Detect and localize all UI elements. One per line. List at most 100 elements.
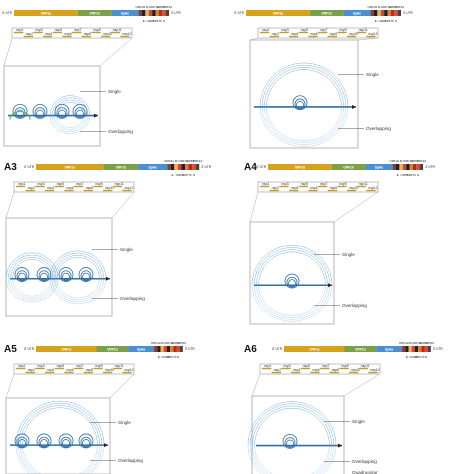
- loop-arc: [58, 433, 74, 449]
- segment-spike: [343, 10, 371, 16]
- overlapping-label: Overlapping: [366, 126, 391, 131]
- segment-label: Spike: [385, 347, 394, 351]
- arc-single: [256, 249, 328, 286]
- nsp-label: nsp7: [322, 364, 329, 368]
- arc-lower: [15, 445, 105, 474]
- segment-label: Spike: [137, 347, 146, 351]
- orf-m: [408, 346, 412, 352]
- loop-arc: [286, 276, 298, 288]
- nsp-label: nsp11: [115, 182, 124, 186]
- loop-arc: [38, 436, 50, 448]
- zoom-connector: [249, 191, 259, 223]
- arc-single: [49, 250, 107, 279]
- orf-orf7b: [170, 346, 174, 352]
- orf-label: ORF3a: [135, 5, 145, 9]
- arc-overlap-green: [9, 111, 31, 120]
- arc-single: [56, 257, 100, 279]
- segment-label: ORF1a: [61, 347, 72, 351]
- segment-label: Spike: [375, 165, 384, 169]
- orf-label: E: [143, 19, 145, 23]
- segment-label: ORF1a: [64, 165, 75, 169]
- loop-arc: [78, 267, 94, 282]
- nsp-label: nsp7: [320, 182, 327, 186]
- loop-arc: [56, 107, 68, 118]
- segment-orf1a: [268, 164, 332, 170]
- arrowhead: [104, 443, 108, 448]
- arrowhead: [338, 443, 342, 448]
- nsp-label: nsp12: [368, 32, 377, 36]
- orf-label: ORF10: [417, 159, 427, 163]
- loop-arc: [36, 109, 44, 118]
- orf-label: ORF6: [146, 19, 154, 23]
- loop-arc: [16, 270, 28, 282]
- orf-label: ORF3a: [399, 341, 409, 345]
- segment-spike: [128, 346, 155, 352]
- loop-arc: [284, 437, 296, 449]
- zoom-connector: [333, 191, 379, 223]
- loop-arc: [82, 272, 90, 281]
- segment-orf1b: [96, 346, 129, 352]
- utr3-label: 3' UTR: [403, 11, 414, 15]
- orf-label: M: [161, 341, 164, 345]
- orf-label: ORF3a: [389, 159, 399, 163]
- orf-label: ORF8: [411, 159, 419, 163]
- orf-orf6: [177, 164, 182, 170]
- nsp-label: nsp1: [18, 364, 25, 368]
- nsp-label: nsp5: [301, 28, 308, 32]
- nsp-label: nsp10: [105, 368, 114, 372]
- nsp-label: nsp11: [361, 364, 370, 368]
- zoom-connector: [357, 37, 379, 41]
- orf-label: ORF7a: [403, 159, 413, 163]
- arc-lower: [12, 278, 52, 297]
- nsp-label: nsp12: [124, 368, 133, 372]
- panel-a1: 5' UTR ORF1a ORF1b SpikeORF3aEMORF6ORF7aORF…: [2, 5, 182, 147]
- orf-label: E: [172, 173, 174, 177]
- orf-label: ORF10: [176, 341, 186, 345]
- segment-label: ORF1a: [273, 11, 284, 15]
- nsp-label: nsp10: [105, 186, 114, 190]
- arc-lower: [262, 106, 346, 145]
- orf-label: M: [378, 5, 381, 9]
- nsp-label: nsp10: [349, 186, 358, 190]
- segment-orf1b: [103, 164, 139, 170]
- orf-label: ORF8: [157, 5, 165, 9]
- orf-e: [374, 10, 378, 16]
- nsp-label: nsp1: [262, 182, 269, 186]
- single-label: Single: [120, 247, 133, 252]
- loop-arc: [284, 273, 300, 289]
- zoom-connector: [111, 191, 135, 219]
- arc-lower: [259, 106, 349, 147]
- utr5-label: 5' UTR: [272, 347, 283, 351]
- nsp-label: nsp3: [37, 364, 44, 368]
- nsp-label: nsp12: [124, 186, 133, 190]
- nsp-label: nsp12: [370, 368, 379, 372]
- segment-label: ORF1a: [295, 165, 306, 169]
- zoom-connector: [5, 373, 15, 399]
- arc-lower: [258, 285, 326, 316]
- arc-single: [249, 403, 335, 446]
- nsp-label: nsp8: [86, 368, 93, 372]
- orf-label: M: [409, 341, 412, 345]
- nsp-label: nsp1: [16, 28, 23, 32]
- nsp-label: nsp6: [312, 368, 319, 372]
- orf-m: [377, 10, 381, 16]
- loop-arc: [40, 439, 48, 447]
- nsp-strip-box: [257, 27, 379, 39]
- nsp-label: nsp11: [359, 28, 368, 32]
- orf-m: [174, 164, 178, 170]
- nsp-label: nsp1: [18, 182, 25, 186]
- segment-orf1a: [14, 10, 78, 16]
- loop-arc: [36, 267, 52, 282]
- orf-orf8: [158, 10, 163, 16]
- segment-orf1a: [36, 164, 104, 170]
- orf-orf6: [148, 10, 153, 16]
- segment-orf1b: [344, 346, 377, 352]
- utr3-label: 3' UTR: [185, 347, 196, 351]
- segment-label: ORF1b: [355, 347, 366, 351]
- orf-label: ORF6: [409, 355, 417, 359]
- nsp-label: nsp8: [84, 32, 91, 36]
- nsp-strip-box: [259, 363, 381, 375]
- nsp-label: nsp2: [274, 368, 281, 372]
- panel-a5: A5 5' UTR ORF1a ORF1b SpikeORF3aEMORF6ORF7aO…: [4, 341, 195, 474]
- arc-lower: [52, 115, 88, 132]
